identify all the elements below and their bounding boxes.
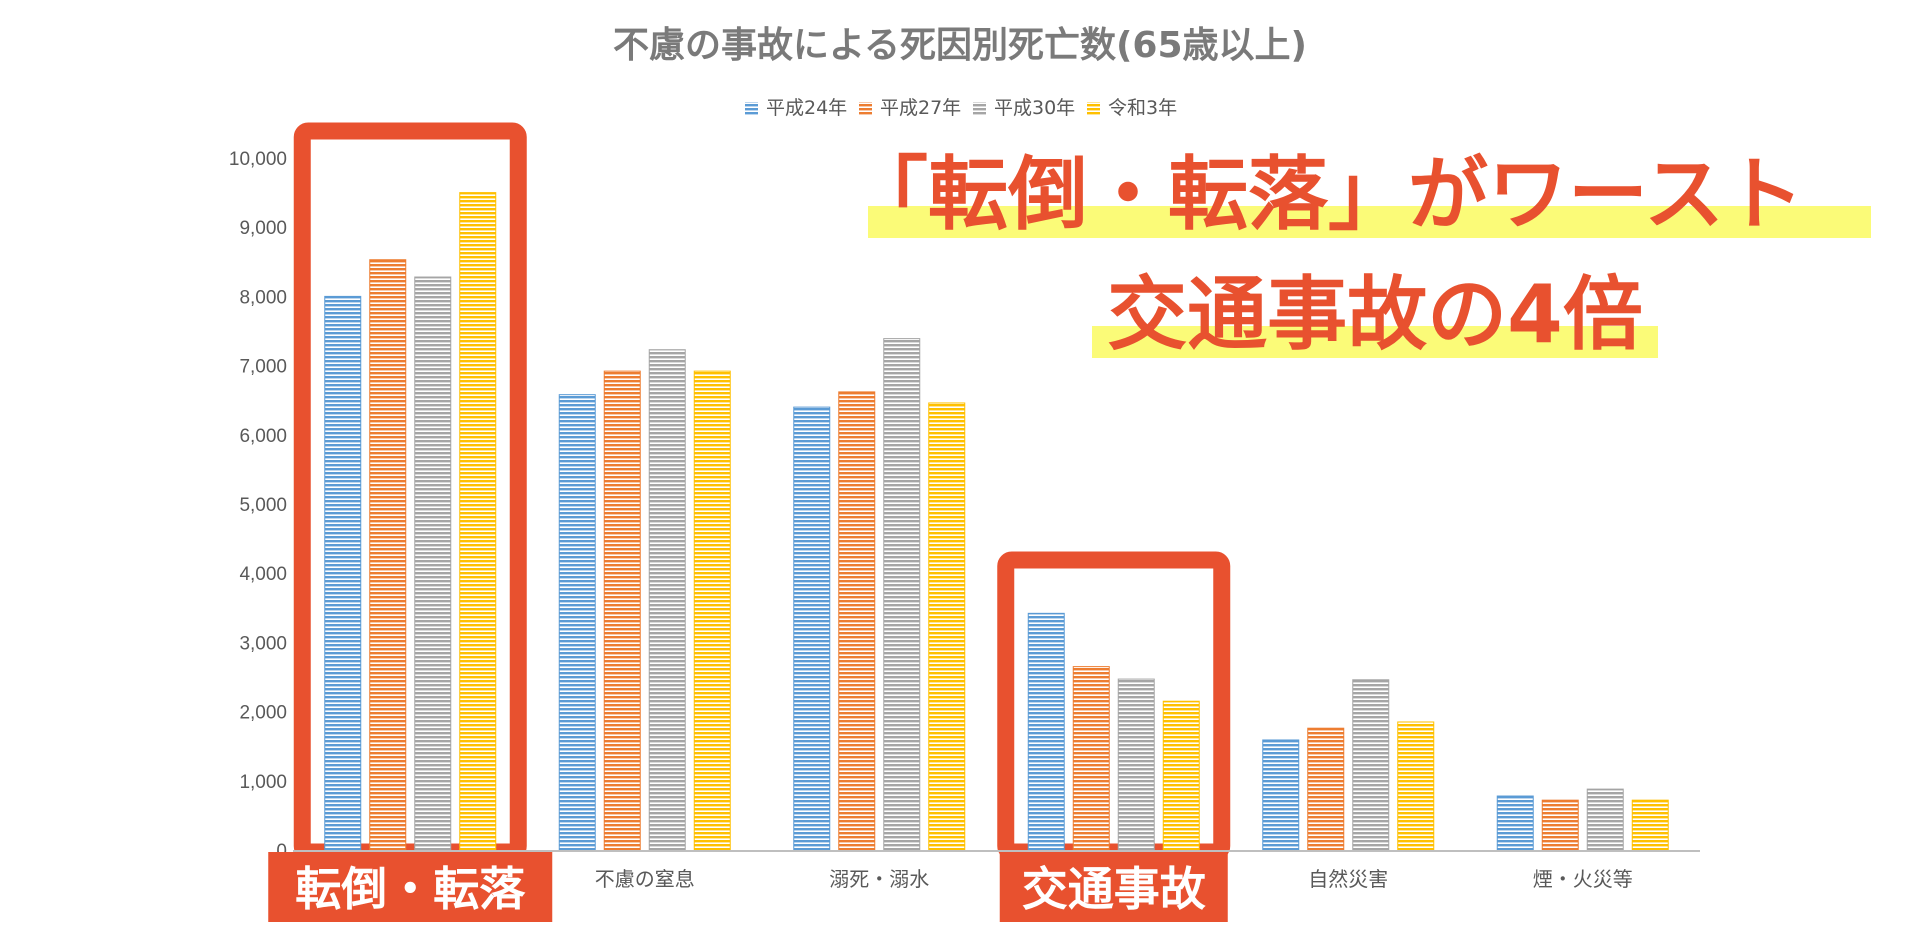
chart-title: 不慮の事故による死因別死亡数(65歳以上): [613, 25, 1307, 66]
highlight-marker-2: [1092, 326, 1658, 358]
bar: [369, 259, 407, 851]
category-label: 不慮の窒息: [595, 867, 695, 891]
bar: [1631, 799, 1669, 851]
bar: [1541, 799, 1579, 851]
bar: [1496, 795, 1534, 851]
annotations: 「転倒・転落」がワースト 交通事故の4倍: [848, 148, 1871, 361]
category-label: 溺死・溺水: [829, 867, 929, 891]
category-label-box: [999, 852, 1228, 922]
highlight-marker-1: [868, 206, 1871, 238]
legend-label: 平成24年: [766, 97, 847, 119]
legend: 平成24年 平成27年 平成30年 令和3年: [745, 97, 1177, 119]
bar: [1262, 739, 1300, 851]
legend-swatch: [973, 102, 986, 115]
bar: [603, 370, 641, 851]
category-label: 交通事故: [1022, 862, 1206, 916]
bar: [1072, 666, 1110, 851]
bar: [414, 276, 452, 851]
bar: [1027, 612, 1065, 851]
bar: [1117, 678, 1155, 851]
y-tick-label: 4,000: [239, 564, 287, 585]
category-label: 自然災害: [1308, 867, 1388, 891]
y-axis: 0 1,000 2,000 3,000 4,000 5,000 6,000 7,000 8,00…: [229, 149, 287, 862]
bar: [459, 192, 497, 851]
legend-label: 令和3年: [1108, 97, 1177, 119]
bar: [883, 338, 921, 851]
category-label: 煙・火災等: [1533, 867, 1633, 891]
bar: [838, 391, 876, 851]
y-tick-label: 5,000: [239, 495, 287, 516]
y-tick-label: 9,000: [239, 218, 287, 239]
annotation-worst: 「転倒・転落」がワースト: [848, 148, 1804, 241]
y-tick-label: 7,000: [239, 357, 287, 378]
legend-swatch: [1087, 102, 1100, 115]
bar: [693, 370, 731, 851]
y-tick-label: 1,000: [239, 772, 287, 793]
y-tick-label: 8,000: [239, 287, 287, 308]
y-tick-label: 0: [276, 841, 287, 862]
bar: [648, 349, 686, 851]
category-label-box: [268, 852, 553, 922]
category-label: 転倒・転落: [295, 862, 526, 916]
bar: [1352, 679, 1390, 851]
bar: [1307, 727, 1345, 851]
y-tick-label: 2,000: [239, 703, 287, 724]
bar: [1162, 700, 1200, 851]
annotation-4x: 交通事故の4倍: [1107, 268, 1643, 361]
legend-label: 平成30年: [994, 97, 1075, 119]
legend-label: 平成27年: [880, 97, 961, 119]
bars: [324, 192, 1669, 851]
bar: [558, 394, 596, 851]
bar: [324, 295, 362, 851]
bar: [1397, 721, 1435, 851]
x-axis: 転倒・転落 不慮の窒息 溺死・溺水 交通事故 自然災害 煙・火災等: [268, 852, 1633, 922]
bar: [793, 406, 831, 851]
legend-swatch: [745, 102, 758, 115]
y-tick-label: 10,000: [229, 149, 287, 170]
bar: [1586, 788, 1624, 851]
y-tick-label: 6,000: [239, 426, 287, 447]
legend-swatch: [859, 102, 872, 115]
y-tick-label: 3,000: [239, 633, 287, 654]
bar: [928, 402, 966, 851]
